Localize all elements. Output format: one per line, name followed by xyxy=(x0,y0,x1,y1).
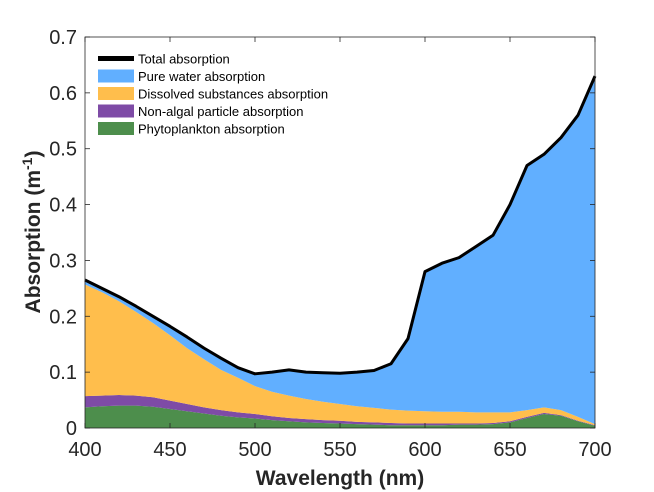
legend-label: Total absorption xyxy=(138,52,230,67)
y-tick-label: 0.3 xyxy=(49,250,77,272)
dissolved-substances-absorption-area xyxy=(85,284,595,426)
total-line-group xyxy=(84,75,597,376)
non-algal-particle-absorption-area xyxy=(85,395,595,426)
y-tick-label: 0.4 xyxy=(49,195,77,217)
legend-swatch xyxy=(98,56,134,61)
legend-label: Non-algal particle absorption xyxy=(138,104,303,119)
legend-item-dissolved-substances-absorption: Dissolved substances absorption xyxy=(98,87,328,102)
legend-label: Dissolved substances absorption xyxy=(138,87,328,102)
y-tick-label: 0.2 xyxy=(49,306,77,328)
legend-swatch xyxy=(98,122,134,135)
legend-item-total-absorption: Total absorption xyxy=(98,52,230,67)
x-tick-label: 600 xyxy=(408,439,441,461)
x-tick-label: 550 xyxy=(323,439,356,461)
y-tick-label: 0.7 xyxy=(49,27,77,49)
stacked-areas xyxy=(85,76,595,428)
y-tick-label: 0.1 xyxy=(49,362,77,384)
legend-item-pure-water-absorption: Pure water absorption xyxy=(98,69,265,84)
y-axis-label: Absorption (m-1) xyxy=(19,151,45,314)
legend-item-phytoplankton-absorption: Phytoplankton absorption xyxy=(98,122,285,137)
x-tick-label: 450 xyxy=(153,439,186,461)
total-absorption-line xyxy=(84,75,597,376)
legend-swatch xyxy=(98,87,134,100)
legend-swatch xyxy=(98,69,134,83)
y-tick-label: 0.5 xyxy=(49,139,77,161)
x-tick-label: 700 xyxy=(578,439,611,461)
y-axis: 0 0.1 0.2 0.3 0.4 0.5 0.6 0.7 xyxy=(49,27,595,440)
x-axis-label: Wavelength (nm) xyxy=(256,467,424,490)
x-tick-label: 650 xyxy=(493,439,526,461)
x-tick-label: 400 xyxy=(68,439,101,461)
pure-water-absorption-area xyxy=(85,76,595,425)
x-tick-label: 500 xyxy=(238,439,271,461)
legend-item-non-algal-particle-absorption: Non-algal particle absorption xyxy=(98,104,303,119)
x-axis: 400 450 500 550 600 650 700 xyxy=(68,37,612,461)
y-tick-label: 0 xyxy=(66,418,77,440)
y-tick-label: 0.6 xyxy=(49,83,77,105)
legend-label: Phytoplankton absorption xyxy=(138,122,285,137)
legend-label: Pure water absorption xyxy=(138,69,265,84)
phytoplankton-absorption-area xyxy=(85,405,595,428)
legend: Total absorption Pure water absorption Dis… xyxy=(98,52,328,137)
legend-swatch xyxy=(98,104,134,118)
